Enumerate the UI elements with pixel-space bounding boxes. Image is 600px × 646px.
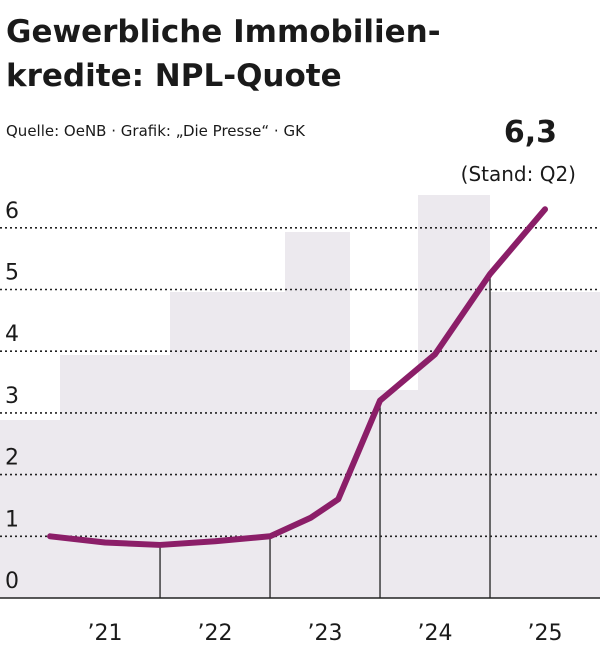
x-tick-label: ’24	[418, 621, 453, 646]
x-tick-label: ’22	[198, 621, 233, 646]
background-shape	[0, 195, 600, 598]
y-tick-label: 3	[5, 384, 19, 409]
y-tick-label: 1	[5, 507, 19, 532]
y-tick-label: 0	[5, 569, 19, 594]
chart-title: kredite: NPL-Quote	[6, 58, 342, 94]
y-tick-label: 4	[5, 322, 19, 347]
y-tick-label: 6	[5, 199, 19, 224]
chart-subtitle: Quelle: OeNB · Grafik: „Die Presse“ · GK	[6, 122, 306, 140]
x-tick-label: ’23	[308, 621, 343, 646]
annotation: (Stand: Q2)	[461, 162, 576, 186]
x-tick-label: ’21	[88, 621, 123, 646]
x-tick-label: ’25	[528, 621, 563, 646]
y-tick-label: 5	[5, 261, 19, 286]
data-line	[47, 206, 549, 548]
chart-title: Gewerbliche Immobilien-	[6, 14, 441, 50]
value-label: 6,3	[504, 115, 557, 150]
y-tick-label: 2	[5, 446, 19, 471]
